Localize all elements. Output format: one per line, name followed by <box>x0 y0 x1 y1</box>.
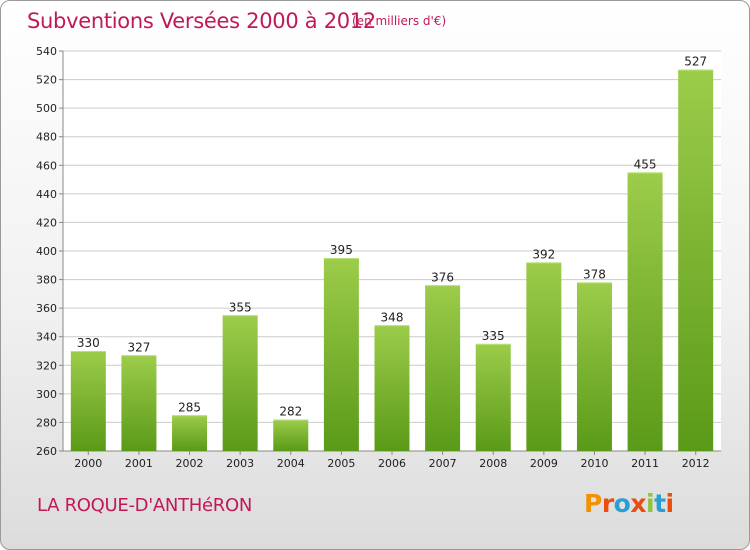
data-label: 282 <box>279 405 302 419</box>
data-label: 348 <box>381 310 404 324</box>
bar <box>172 415 208 451</box>
x-tick-label: 2012 <box>682 457 710 470</box>
y-tick-label: 520 <box>36 74 57 87</box>
y-tick-label: 500 <box>36 102 57 115</box>
logo-letter: t <box>654 489 666 518</box>
x-tick-label: 2000 <box>74 457 102 470</box>
bar <box>425 285 461 451</box>
y-tick-label: 480 <box>36 131 57 144</box>
bar <box>526 262 562 451</box>
data-label: 455 <box>634 157 657 171</box>
bar <box>70 351 106 451</box>
y-tick-label: 300 <box>36 388 57 401</box>
y-tick-label: 380 <box>36 274 57 287</box>
data-label: 527 <box>684 55 707 69</box>
data-label: 395 <box>330 243 353 257</box>
data-label: 376 <box>431 270 454 284</box>
bar <box>678 69 714 452</box>
bar <box>121 355 157 451</box>
chart-subtitle: (en milliers d'€) <box>352 14 447 28</box>
data-label: 335 <box>482 329 505 343</box>
x-tick-label: 2008 <box>479 457 507 470</box>
y-tick-label: 340 <box>36 331 57 344</box>
x-tick-label: 2009 <box>530 457 558 470</box>
logo-letter: i <box>646 489 655 518</box>
x-tick-label: 2001 <box>125 457 153 470</box>
bar <box>627 172 663 451</box>
logo-letter: x <box>630 489 646 518</box>
data-label: 355 <box>229 300 252 314</box>
y-tick-label: 400 <box>36 245 57 258</box>
bar <box>475 343 511 451</box>
data-label: 392 <box>532 247 555 261</box>
bar <box>222 315 258 451</box>
x-tick-label: 2004 <box>277 457 305 470</box>
y-tick-label: 260 <box>36 445 57 458</box>
y-tick-label: 360 <box>36 302 57 315</box>
data-label: 330 <box>77 336 100 350</box>
x-tick-label: 2010 <box>580 457 608 470</box>
x-tick-label: 2005 <box>327 457 355 470</box>
bar <box>323 258 359 451</box>
proxiti-logo: Proxiti <box>584 489 674 518</box>
y-tick-label: 320 <box>36 359 57 372</box>
x-tick-label: 2003 <box>226 457 254 470</box>
logo-letter: i <box>665 489 675 518</box>
y-tick-label: 440 <box>36 188 57 201</box>
y-tick-label: 540 <box>36 45 57 58</box>
bar <box>374 325 410 451</box>
logo-letter: o <box>613 489 631 518</box>
x-tick-label: 2006 <box>378 457 406 470</box>
x-tick-label: 2002 <box>176 457 204 470</box>
logo-letter: r <box>601 489 614 518</box>
x-tick-label: 2007 <box>429 457 457 470</box>
y-tick-label: 280 <box>36 416 57 429</box>
logo-letter: P <box>584 489 602 518</box>
y-tick-label: 460 <box>36 159 57 172</box>
commune-name: LA ROQUE-D'ANTHéRON <box>37 495 252 516</box>
data-label: 327 <box>127 340 150 354</box>
bar <box>273 419 309 451</box>
data-label: 378 <box>583 267 606 281</box>
chart-title: Subventions Versées 2000 à 2012 <box>27 9 376 33</box>
data-label: 285 <box>178 400 201 414</box>
bar <box>576 282 612 451</box>
x-tick-label: 2011 <box>631 457 659 470</box>
y-tick-label: 420 <box>36 216 57 229</box>
